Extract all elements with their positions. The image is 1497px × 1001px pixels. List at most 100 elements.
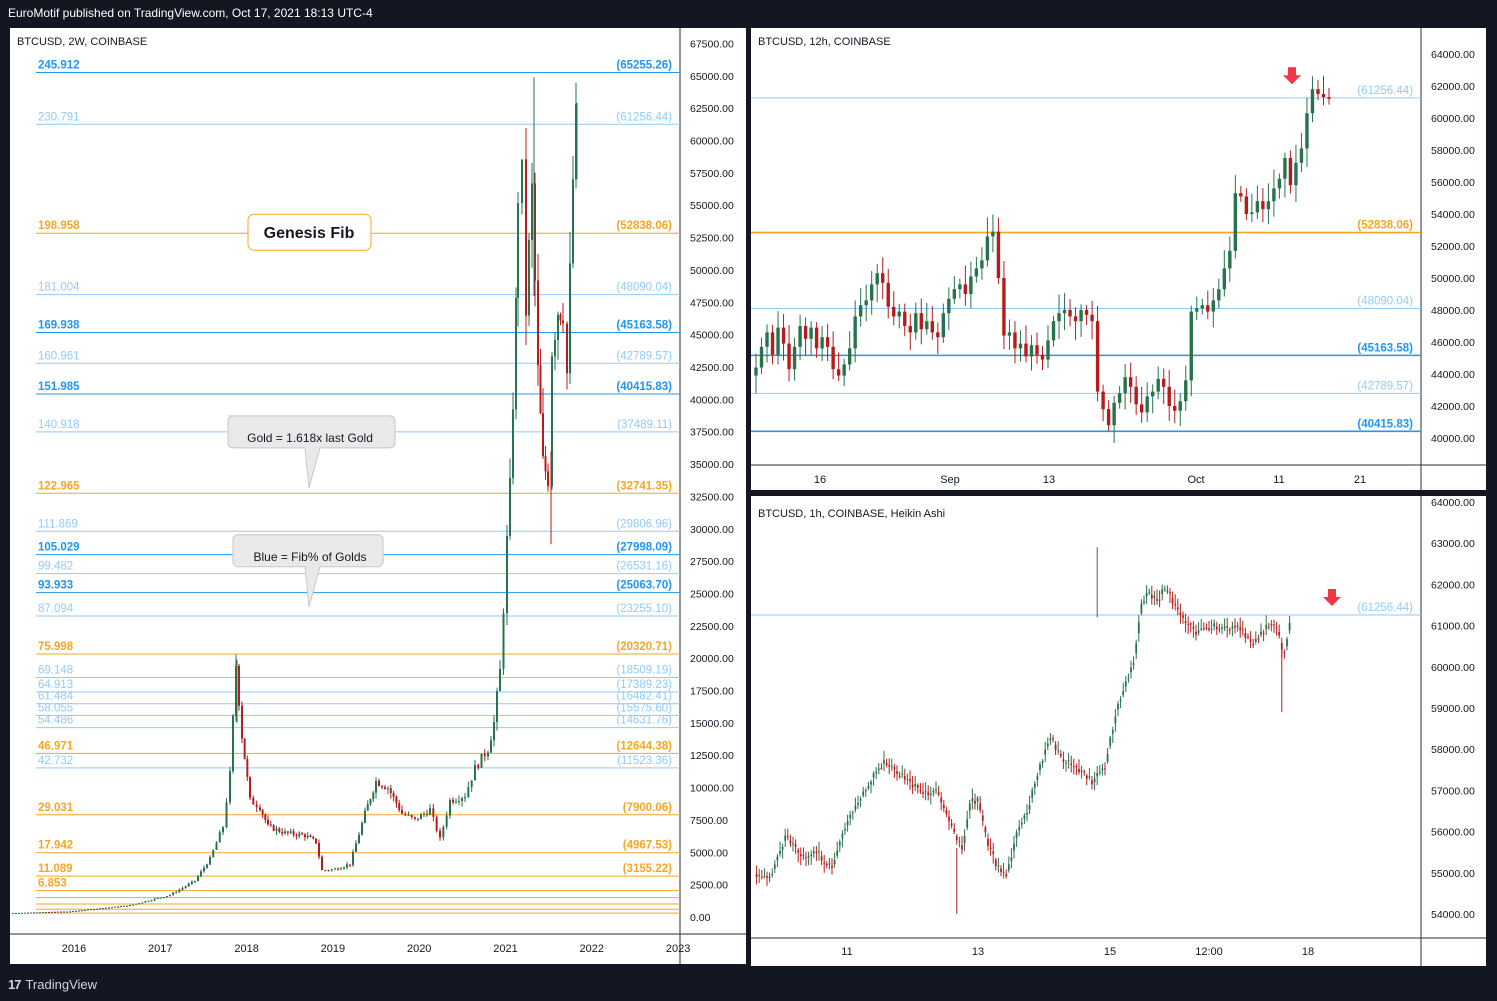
candle (1067, 760, 1070, 762)
candle (1215, 626, 1218, 630)
y-tick-label: 52000.00 (1431, 241, 1475, 253)
candle (404, 813, 407, 816)
candle (1005, 874, 1008, 877)
fib-price-label: (12644.38) (616, 740, 672, 752)
candle (480, 753, 483, 768)
candle (1148, 591, 1151, 593)
candle (426, 813, 428, 815)
candle (1127, 678, 1130, 680)
candle (517, 203, 519, 298)
candle (1123, 377, 1127, 394)
candle (269, 824, 272, 826)
candle (212, 849, 215, 858)
candle (885, 762, 888, 765)
candle (218, 832, 221, 843)
candle (120, 906, 122, 908)
candle (992, 851, 995, 854)
candle (534, 183, 536, 281)
candle (1054, 744, 1057, 750)
x-tick-label: 16 (814, 474, 826, 486)
fib-ratio-label: 54.486 (38, 715, 73, 727)
candle (1213, 623, 1216, 627)
candle (1140, 603, 1143, 614)
chart-12h-svg[interactable]: 64000.00 62000.00 60000.00 58000.00 56000.00… (751, 28, 1486, 490)
candle (1228, 250, 1232, 269)
candle (755, 874, 758, 877)
candle (857, 802, 859, 805)
y-tick-label: 65000.00 (690, 71, 734, 83)
candle (528, 240, 530, 316)
candle (1221, 627, 1223, 629)
candle (153, 898, 156, 901)
level-price-label: (40415.83) (1357, 418, 1413, 430)
candle (442, 826, 445, 838)
fib-price-label: (65255.26) (616, 60, 672, 72)
y-tick-label: 54000.00 (1431, 209, 1475, 221)
fib-ratio-label: 99.482 (38, 561, 73, 573)
fib-ratio-label: 230.791 (38, 111, 80, 123)
candle (1234, 626, 1236, 628)
chart-panel-2w[interactable]: 67500.00 65000.00 62500.00 60000.00 57500.00… (10, 28, 746, 964)
candle (554, 339, 556, 357)
candle (1250, 212, 1254, 214)
candle (853, 316, 857, 349)
candle (989, 847, 992, 849)
chart-panel-1h[interactable]: 64000.00 63000.00 62000.00 61000.00 60000.00… (751, 496, 1486, 966)
y-tick-label: 56000.00 (1431, 177, 1475, 189)
candle (994, 859, 997, 867)
candle (445, 815, 448, 827)
candle (875, 273, 879, 285)
y-tick-label: 44000.00 (1431, 369, 1475, 381)
y-tick-label: 46000.00 (1431, 337, 1475, 349)
y-tick-label: 7500.00 (690, 815, 728, 827)
candle (1062, 310, 1067, 314)
candle (937, 792, 940, 795)
candle (825, 337, 830, 347)
candle (1070, 763, 1073, 766)
candle (225, 802, 228, 828)
candle (1200, 305, 1204, 309)
candle (1013, 332, 1017, 349)
candle (141, 902, 144, 904)
candle (996, 231, 1001, 278)
candle (298, 833, 301, 837)
candle (381, 786, 383, 788)
candle (1029, 345, 1034, 357)
candle (232, 715, 234, 772)
candle (18, 912, 20, 914)
candle (1044, 749, 1047, 755)
candle (1156, 378, 1160, 392)
candle (787, 343, 791, 370)
chart-2w-svg[interactable]: 67500.00 65000.00 62500.00 60000.00 57500.00… (10, 28, 746, 964)
fib-ratio-label: 105.029 (38, 542, 80, 554)
chart-1h-svg[interactable]: 64000.00 63000.00 62000.00 61000.00 60000.00… (751, 496, 1486, 966)
candle (72, 910, 74, 912)
candle (458, 800, 460, 802)
candle (470, 780, 473, 788)
candle (206, 864, 208, 868)
fib-ratio-label: 75.998 (38, 641, 74, 653)
candle (805, 856, 807, 858)
candle (1137, 622, 1140, 634)
fib-price-label: (20320.71) (616, 641, 672, 653)
y-tick-label: 54000.00 (1431, 909, 1475, 921)
candle (477, 764, 480, 768)
candle (1260, 631, 1262, 635)
candle (1233, 193, 1238, 251)
candle (531, 183, 533, 241)
candle (544, 456, 547, 472)
candle (1085, 775, 1088, 779)
candle (562, 320, 564, 324)
candle (1261, 201, 1265, 210)
level-price-label: (48090.04) (1357, 296, 1413, 308)
candle (39, 912, 41, 914)
x-tick-label: 2016 (62, 943, 86, 955)
tradingview-footer[interactable]: 17 TradingView (8, 974, 97, 994)
chart-panel-12h[interactable]: 64000.00 62000.00 60000.00 58000.00 56000.00… (751, 28, 1486, 490)
candle (222, 827, 224, 833)
candle (794, 844, 797, 847)
candle (108, 907, 110, 909)
candle (1277, 178, 1282, 189)
candle (897, 311, 901, 317)
candle (96, 908, 98, 910)
